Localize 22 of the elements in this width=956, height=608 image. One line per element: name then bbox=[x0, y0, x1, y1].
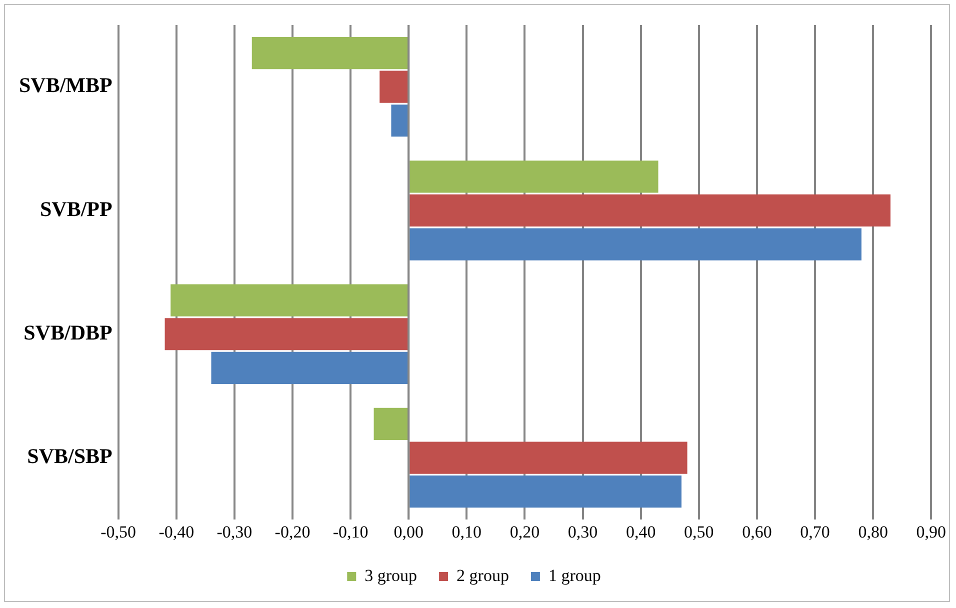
x-tick-label: 0,10 bbox=[452, 522, 482, 542]
x-tick-label: 0,40 bbox=[626, 522, 656, 542]
legend-label: 1 group bbox=[548, 566, 601, 585]
x-tick-label: 0,30 bbox=[568, 522, 598, 542]
x-tick-label: 0,00 bbox=[394, 522, 424, 542]
x-tick-label: 0,70 bbox=[800, 522, 830, 542]
x-tick-label: 0,60 bbox=[742, 522, 772, 542]
y-tick-label: SVB/SBP bbox=[27, 444, 113, 468]
legend-label: 3 group bbox=[364, 566, 418, 585]
y-tick-label: SVB/PP bbox=[40, 196, 113, 221]
legend-label: 2 group bbox=[456, 566, 509, 585]
x-tick-label: -0,10 bbox=[332, 522, 368, 542]
x-tick-label: -0,20 bbox=[274, 522, 310, 542]
x-tick-label: -0,40 bbox=[158, 522, 194, 542]
x-tick-label: -0,50 bbox=[100, 522, 136, 542]
x-tick-label: 0,50 bbox=[684, 522, 714, 542]
y-tick-label: SVB/MBP bbox=[19, 73, 113, 98]
x-tick-label: 0,20 bbox=[510, 522, 540, 542]
x-tick-label: -0,30 bbox=[216, 522, 252, 542]
x-tick-label: 0,90 bbox=[916, 522, 946, 542]
y-tick-label: SVB/DBP bbox=[24, 320, 113, 345]
x-tick-label: 0,80 bbox=[858, 522, 888, 542]
